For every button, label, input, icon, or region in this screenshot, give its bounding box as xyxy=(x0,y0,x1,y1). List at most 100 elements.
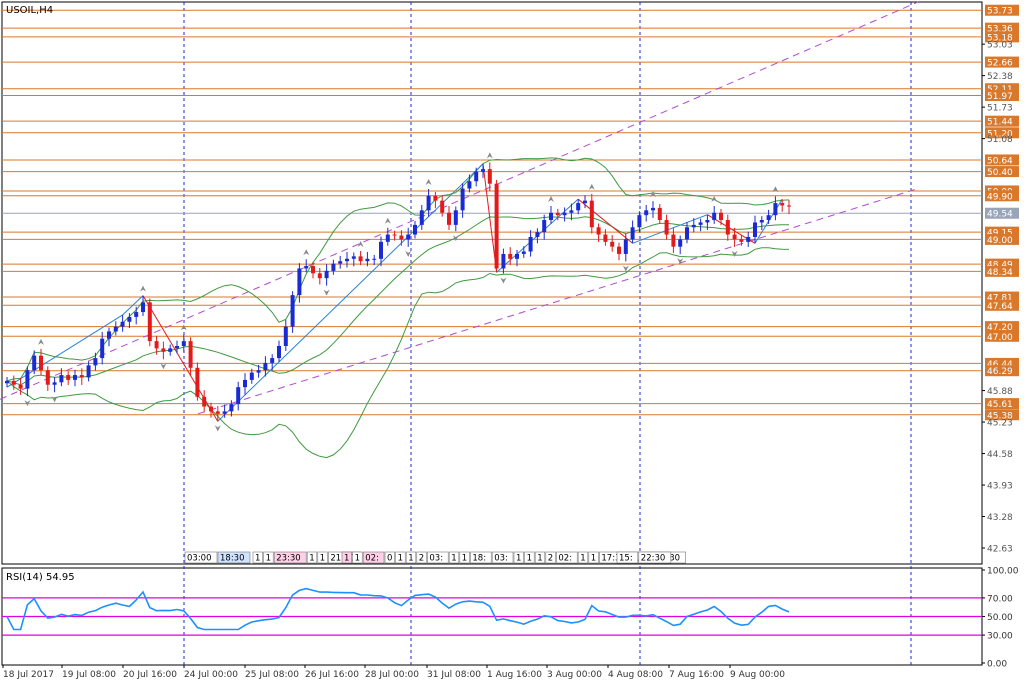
time-label-box xyxy=(405,551,417,564)
bollinger-middle xyxy=(6,216,789,386)
fractal-up-icon xyxy=(772,186,779,193)
time-label: 1 xyxy=(462,554,467,564)
candle-body xyxy=(535,232,540,237)
y-tick-label: 45.23 xyxy=(987,419,1013,429)
time-label: 1 xyxy=(537,554,542,564)
candle-body xyxy=(583,200,587,204)
candle-body xyxy=(528,236,533,252)
candle-body xyxy=(623,239,628,254)
chart-title: USOIL,H4 xyxy=(6,5,53,16)
candle-body xyxy=(365,258,370,262)
candle-body xyxy=(25,370,30,389)
candle-body xyxy=(780,203,785,206)
candle-body xyxy=(120,321,125,327)
fractal-down-icon xyxy=(24,400,31,407)
candle-body xyxy=(113,326,118,332)
candle-body xyxy=(508,253,513,259)
zigzag-segment xyxy=(482,163,498,273)
candle-body xyxy=(406,234,411,240)
y-tick-label: 53.18 xyxy=(987,33,1013,43)
price-tag xyxy=(985,154,1019,166)
rsi-label: RSI(14) 54.95 xyxy=(6,572,75,583)
price-tag xyxy=(985,127,1019,139)
fractal-up-icon xyxy=(38,338,44,345)
trend-channel-line xyxy=(0,1,919,400)
time-label-box xyxy=(638,551,672,564)
time-label-box xyxy=(427,551,449,564)
candle-body xyxy=(351,256,356,259)
time-label: 02: xyxy=(558,554,572,564)
price-tag xyxy=(985,90,1019,102)
time-label-box xyxy=(556,551,578,564)
candle-body xyxy=(100,338,105,359)
y-tick-label: 50.64 xyxy=(987,156,1013,166)
candle-body xyxy=(107,331,111,339)
time-label-box xyxy=(352,551,363,564)
y-tick-label: 52.38 xyxy=(987,72,1013,82)
candle-body xyxy=(501,253,506,269)
fractal-down-icon xyxy=(677,258,684,265)
price-tag xyxy=(985,321,1019,333)
price-tag xyxy=(985,299,1019,311)
time-label-box xyxy=(362,551,385,564)
candle-body xyxy=(487,169,492,184)
candle-body xyxy=(562,212,567,216)
candle-body xyxy=(236,387,241,405)
candle-body xyxy=(542,220,547,233)
candle-body xyxy=(141,302,145,313)
candle-body xyxy=(399,235,404,240)
candle-body xyxy=(154,341,159,349)
candle-body xyxy=(195,367,200,397)
time-label: 1 xyxy=(451,554,456,564)
price-tag xyxy=(985,4,1019,16)
time-label: 2 xyxy=(548,554,553,564)
candle-body xyxy=(664,220,669,235)
price-tag xyxy=(985,166,1019,178)
zigzag-segment xyxy=(217,163,484,422)
time-label: 15: xyxy=(619,554,633,564)
candle-body xyxy=(73,375,77,380)
y-tick-label: 51.73 xyxy=(987,104,1013,114)
rsi-panel: 100.00 70.00 50.00 30.00 0.00 xyxy=(2,567,1019,670)
candle-body xyxy=(317,273,322,279)
price-tag xyxy=(985,258,1019,270)
candle-body xyxy=(270,358,275,363)
candle-body xyxy=(39,355,43,371)
time-label: 18:30 xyxy=(220,554,245,564)
rsi-line xyxy=(6,587,790,631)
fractal-up-icon xyxy=(650,191,656,198)
y-tick-label: 43.28 xyxy=(987,513,1013,523)
price-tag xyxy=(985,22,1019,34)
price-tag xyxy=(985,409,1019,421)
time-label: 1 xyxy=(398,554,403,564)
fractal-up-icon xyxy=(486,152,493,159)
candle-body xyxy=(358,256,363,262)
time-label-box xyxy=(448,551,460,564)
candle-body xyxy=(419,210,424,225)
time-label-box xyxy=(341,551,352,564)
time-label-box xyxy=(395,551,406,564)
candle-body xyxy=(209,406,213,412)
price-tag xyxy=(985,115,1019,127)
candle-body xyxy=(426,195,431,211)
y-tick-label: 49.54 xyxy=(987,210,1013,220)
candle-body xyxy=(175,345,179,349)
fractal-down-icon xyxy=(500,277,507,284)
time-label: 18: xyxy=(472,554,486,564)
time-label: 1 xyxy=(527,554,532,564)
y-tick-label: 49.90 xyxy=(987,192,1013,202)
fractal-down-icon xyxy=(622,265,629,272)
time-label: 1 xyxy=(355,554,360,564)
candle-body xyxy=(297,268,302,296)
time-label: 1 xyxy=(309,554,314,564)
candle-body xyxy=(521,251,526,254)
time-label-box xyxy=(252,551,263,564)
zigzag-segment xyxy=(122,295,144,316)
y-tick-label: 51.08 xyxy=(987,135,1013,145)
x-tick-label: 24 Jul 00:00 xyxy=(184,670,238,680)
candle-body xyxy=(304,266,309,269)
candle-body xyxy=(698,222,703,225)
candle-body xyxy=(576,203,581,211)
price-tag xyxy=(985,190,1019,202)
